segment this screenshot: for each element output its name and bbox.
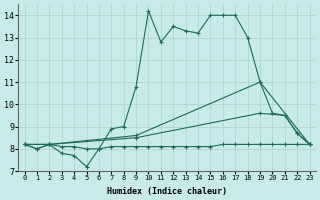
X-axis label: Humidex (Indice chaleur): Humidex (Indice chaleur) bbox=[107, 187, 227, 196]
